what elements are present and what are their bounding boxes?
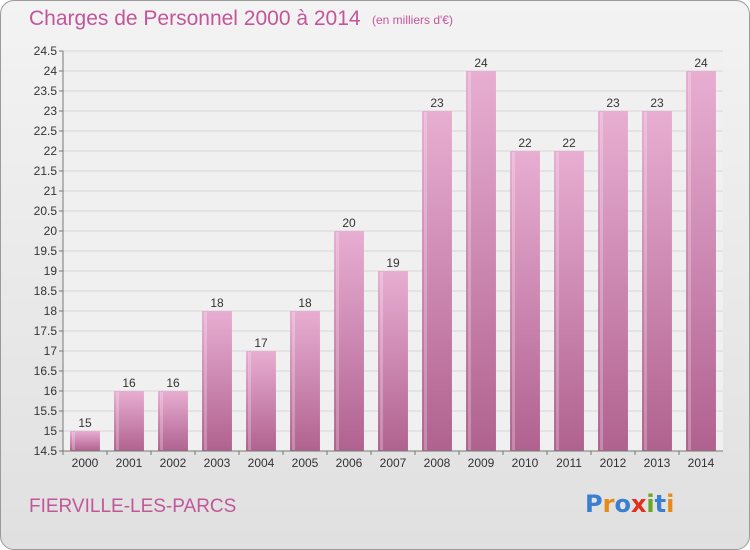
y-tick-label: 17 <box>44 344 58 358</box>
logo-letter: P <box>585 490 603 518</box>
data-label: 18 <box>298 296 312 310</box>
bar-highlight <box>248 352 252 450</box>
bar-2009 <box>466 71 496 451</box>
y-tick-label: 21.5 <box>34 164 58 178</box>
x-tick-label: 2009 <box>468 456 495 470</box>
y-tick-label: 16.5 <box>34 364 58 378</box>
x-tick-label: 2008 <box>424 456 451 470</box>
bar-highlight <box>600 112 604 450</box>
data-label: 18 <box>210 296 224 310</box>
y-tick-label: 21 <box>44 184 58 198</box>
bar-highlight <box>512 152 516 450</box>
x-tick-label: 2012 <box>600 456 627 470</box>
y-tick-label: 19 <box>44 264 58 278</box>
data-label: 20 <box>342 216 356 230</box>
y-tick-label: 22 <box>44 144 58 158</box>
data-label: 23 <box>430 96 444 110</box>
x-tick-label: 2011 <box>556 456 582 470</box>
bar-2008 <box>422 111 452 451</box>
y-axis: 14.5 15 15.5 16 16.5 17 17.5 18 18.5 19 19.5 20 20.5… <box>34 44 64 458</box>
y-tick-label: 18 <box>44 304 58 318</box>
bar-highlight <box>688 72 692 450</box>
bar-highlight <box>336 232 340 450</box>
y-tick-label: 15.5 <box>34 404 58 418</box>
bar-2012 <box>598 111 628 451</box>
logo-letter: x <box>630 490 647 518</box>
x-axis: 2000 2001 2002 2003 2004 2005 2006 2007 2008 2009… <box>62 450 723 470</box>
y-tick-label: 15 <box>44 424 58 438</box>
logo-letter: i <box>666 490 675 518</box>
bar-2001 <box>114 391 144 451</box>
y-tick-label: 23 <box>44 104 58 118</box>
bar-2000 <box>70 431 100 451</box>
x-tick-label: 2013 <box>644 456 671 470</box>
data-label: 22 <box>562 136 576 150</box>
bar-highlight <box>424 112 428 450</box>
y-tick-label: 20.5 <box>34 204 58 218</box>
bar-2007 <box>378 271 408 451</box>
y-tick-label: 24.5 <box>34 44 58 58</box>
data-label: 16 <box>166 376 180 390</box>
data-label: 24 <box>694 56 708 70</box>
bars-group: 15 16 16 18 17 18 20 19 23 24 22 22 23 23 24 <box>70 56 716 451</box>
y-tick-label: 17.5 <box>34 324 58 338</box>
data-label: 22 <box>518 136 532 150</box>
bar-2002 <box>158 391 188 451</box>
y-tick-label: 24 <box>44 64 58 78</box>
town-name: FIERVILLE-LES-PARCS <box>29 496 237 517</box>
y-tick-label: 23.5 <box>34 84 58 98</box>
data-label: 23 <box>650 96 664 110</box>
bar-2014 <box>686 71 716 451</box>
x-tick-label: 2010 <box>512 456 539 470</box>
x-tick-label: 2003 <box>204 456 231 470</box>
chart-title: Charges de Personnel 2000 à 2014 <box>29 7 361 30</box>
y-tick-label: 16 <box>44 384 58 398</box>
y-tick-label: 19.5 <box>34 244 58 258</box>
proxiti-logo: Proxiti <box>585 490 674 518</box>
bar-2010 <box>510 151 540 451</box>
bar-highlight <box>644 112 648 450</box>
bar-2011 <box>554 151 584 451</box>
bar-2013 <box>642 111 672 451</box>
data-label: 24 <box>474 56 488 70</box>
data-label: 17 <box>254 336 268 350</box>
y-tick-label: 20 <box>44 224 58 238</box>
data-label: 15 <box>78 416 92 430</box>
x-tick-label: 2014 <box>688 456 715 470</box>
logo-letter: i <box>646 490 655 518</box>
y-tick-label: 18.5 <box>34 284 58 298</box>
x-tick-label: 2002 <box>160 456 187 470</box>
x-tick-label: 2004 <box>248 456 275 470</box>
bar-2004 <box>246 351 276 451</box>
data-label: 16 <box>122 376 136 390</box>
bar-highlight <box>160 392 164 450</box>
x-tick-label: 2000 <box>72 456 99 470</box>
bar-highlight <box>556 152 560 450</box>
chart-unit: (en milliers d'€) <box>372 13 453 27</box>
x-tick-label: 2006 <box>336 456 363 470</box>
logo-letter: t <box>654 490 667 518</box>
y-tick-label: 14.5 <box>34 444 58 458</box>
x-tick-label: 2005 <box>292 456 319 470</box>
bar-2006 <box>334 231 364 451</box>
bar-highlight <box>292 312 296 450</box>
data-label: 19 <box>386 256 400 270</box>
bar-highlight <box>204 312 208 450</box>
y-tick-label: 22.5 <box>34 124 58 138</box>
bar-2005 <box>290 311 320 451</box>
bar-highlight <box>468 72 472 450</box>
bar-highlight <box>72 432 76 450</box>
bar-2003 <box>202 311 232 451</box>
logo-letter: r <box>602 490 615 518</box>
bar-highlight <box>116 392 120 450</box>
x-tick-label: 2007 <box>380 456 407 470</box>
bar-highlight <box>380 272 384 450</box>
x-tick-label: 2001 <box>116 456 143 470</box>
data-label: 23 <box>606 96 620 110</box>
logo-letter: o <box>614 490 631 518</box>
